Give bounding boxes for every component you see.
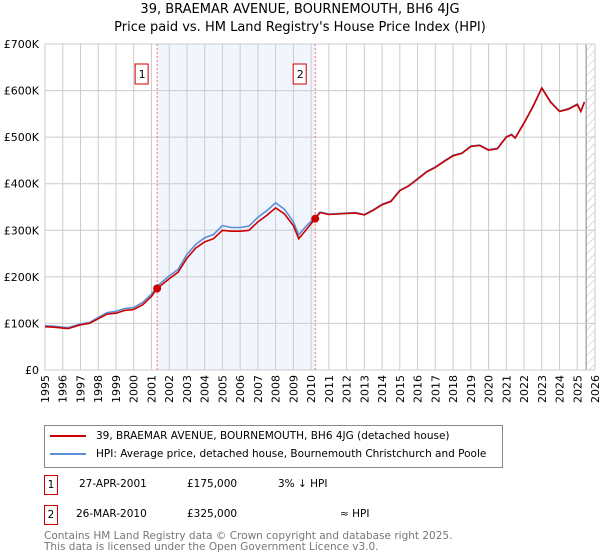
x-tick-label: 2022 — [518, 375, 531, 403]
x-tick-label: 2003 — [181, 375, 194, 403]
transaction-badge: 1 — [44, 475, 58, 495]
x-tick-label: 2004 — [199, 375, 212, 403]
x-tick-label: 2020 — [483, 375, 496, 403]
x-tick-label: 2016 — [412, 375, 425, 403]
x-tick-label: 1995 — [39, 375, 52, 403]
x-tick-label: 2019 — [465, 375, 478, 403]
x-tick-label: 2009 — [287, 375, 300, 403]
transaction-price: £325,000 — [187, 508, 238, 520]
legend-item-property: 39, BRAEMAR AVENUE, BOURNEMOUTH, BH6 4JG… — [50, 430, 450, 442]
footer: Contains HM Land Registry data © Crown c… — [44, 531, 452, 553]
x-tick-label: 2025 — [571, 375, 584, 403]
x-tick-label: 2007 — [252, 375, 265, 403]
legend-label: HPI: Average price, detached house, Bour… — [96, 448, 487, 460]
chart-title: 39, BRAEMAR AVENUE, BOURNEMOUTH, BH6 4JG — [140, 2, 460, 17]
price-paid-line — [44, 86, 586, 330]
transaction-date: 27-APR-2001 — [79, 478, 147, 490]
y-tick-label: £600K — [4, 85, 40, 98]
x-tick-label: 2011 — [323, 375, 336, 403]
x-tick-label: 2021 — [500, 375, 513, 403]
legend-item-hpi: HPI: Average price, detached house, Bour… — [50, 448, 486, 460]
y-tick-label: £300K — [4, 224, 40, 237]
transaction-row: 1 27-APR-2001 £175,000 3% ↓ HPI — [44, 475, 544, 495]
chart-subtitle: Price paid vs. HM Land Registry's House … — [114, 20, 486, 35]
price-chart: 1995 1996 1997 1998 1999 2000 2001 2002 2003 2004… — [4, 38, 600, 403]
x-tick-label: 2024 — [554, 375, 567, 403]
x-tick-label: 1996 — [57, 375, 70, 403]
x-tick-label: 2017 — [429, 375, 442, 403]
x-tick-label: 2010 — [305, 375, 318, 403]
x-tick-label: 2018 — [447, 375, 460, 403]
sale-badge-label: 1 — [139, 68, 146, 81]
x-tick-label: 2008 — [270, 375, 283, 403]
sale-point — [311, 214, 320, 223]
plot-frame — [44, 43, 596, 371]
sale-badge-label: 2 — [297, 68, 304, 81]
legend: 39, BRAEMAR AVENUE, BOURNEMOUTH, BH6 4JG… — [44, 425, 503, 468]
x-tick-label: 2001 — [145, 375, 158, 403]
x-tick-label: 2013 — [358, 375, 371, 403]
x-tick-label: 2005 — [216, 375, 229, 403]
transaction-row: 2 26-MAR-2010 £325,000 ≈ HPI — [44, 505, 544, 525]
transaction-date: 26-MAR-2010 — [76, 508, 147, 520]
x-tick-label: 2006 — [234, 375, 247, 403]
transaction-badge: 2 — [44, 505, 58, 525]
transaction-hpi: 3% ↓ HPI — [278, 478, 328, 490]
transaction-hpi: ≈ HPI — [340, 508, 370, 520]
y-tick-label: £100K — [4, 317, 40, 330]
x-tick-label: 2012 — [341, 375, 354, 403]
y-tick-label: £0 — [25, 364, 39, 377]
x-tick-label: 2015 — [394, 375, 407, 403]
legend-swatch-blue — [50, 453, 86, 455]
sale-badge — [134, 63, 149, 85]
transaction-price: £175,000 — [187, 478, 238, 490]
x-tick-label: 2000 — [128, 375, 141, 403]
x-tick-label: 1997 — [74, 375, 87, 403]
x-tick-label: 2026 — [589, 375, 600, 403]
y-tick-label: £500K — [4, 131, 40, 144]
footer-copyright: Contains HM Land Registry data © Crown c… — [44, 530, 453, 542]
x-tick-label: 2002 — [163, 375, 176, 403]
y-tick-label: £400K — [4, 178, 40, 191]
x-tick-label: 2014 — [376, 375, 389, 403]
x-tick-label: 2023 — [536, 375, 549, 403]
x-tick-label: 1998 — [92, 375, 105, 403]
sale-period-shading — [157, 44, 316, 370]
footer-licence: This data is licensed under the Open Gov… — [44, 541, 379, 553]
y-tick-label: £700K — [4, 38, 40, 51]
sale-point — [153, 284, 162, 293]
legend-label: 39, BRAEMAR AVENUE, BOURNEMOUTH, BH6 4JG… — [96, 430, 450, 442]
future-hatch — [586, 44, 595, 370]
y-tick-label: £200K — [4, 271, 40, 284]
x-tick-label: 1999 — [110, 375, 123, 403]
legend-swatch-red — [50, 435, 86, 437]
sale-badge — [292, 63, 307, 85]
